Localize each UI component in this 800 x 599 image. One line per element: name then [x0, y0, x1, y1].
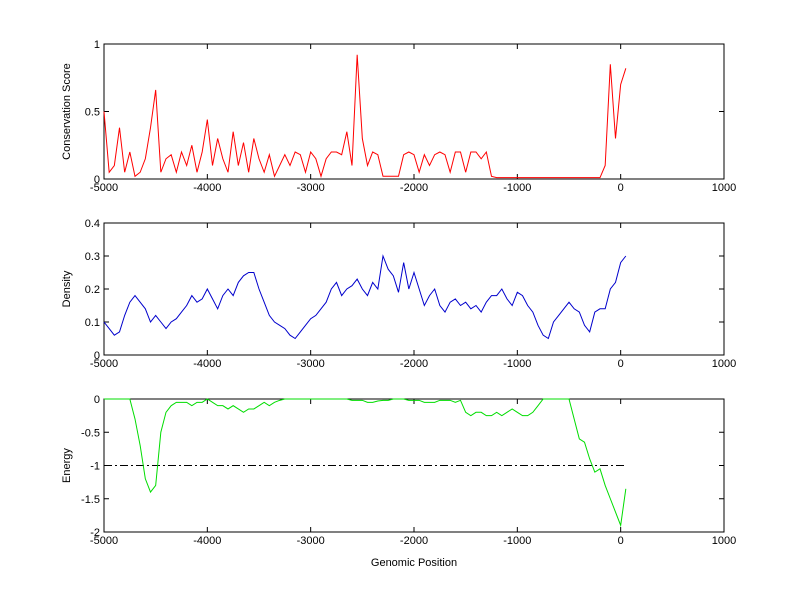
data-line: [103, 54, 627, 179]
x-tick-label: -5000: [90, 535, 118, 547]
y-axis-label: Conservation Score: [61, 63, 73, 160]
y-axis-label: Density: [61, 270, 73, 307]
x-tick-label: -1000: [503, 182, 531, 194]
y-tick-label: 0.4: [85, 218, 100, 230]
x-tick-label: 1000: [712, 535, 736, 547]
x-tick-label: 1000: [712, 182, 736, 194]
axes-box: [103, 43, 725, 180]
x-tick-label: 1000: [712, 358, 736, 370]
x-tick-label: -2000: [400, 182, 428, 194]
y-tick-label: -1.5: [81, 494, 100, 506]
data-line: [104, 398, 627, 528]
x-tick-label: -5000: [90, 358, 118, 370]
x-tick-label: -2000: [400, 535, 428, 547]
x-axis-label: Genomic Position: [371, 557, 457, 569]
x-tick-label: -3000: [297, 182, 325, 194]
x-tick-label: -2000: [400, 358, 428, 370]
x-tick-label: -4000: [193, 182, 221, 194]
y-tick-label: 0.5: [85, 107, 100, 119]
y-tick-label: 0: [94, 350, 100, 362]
x-tick-label: -3000: [297, 535, 325, 547]
x-tick-label: -1000: [503, 535, 531, 547]
x-tick-label: -4000: [193, 358, 221, 370]
y-tick-label: 0.3: [85, 251, 100, 263]
y-tick-label: 0: [94, 174, 100, 186]
x-tick-label: -5000: [90, 182, 118, 194]
y-tick-label: -2: [90, 527, 100, 539]
axes-box: [103, 222, 725, 356]
y-tick-label: 1: [94, 39, 100, 51]
y-axis-label: Energy: [61, 448, 73, 483]
y-tick-label: 0.1: [85, 317, 100, 329]
x-tick-label: -4000: [193, 535, 221, 547]
y-tick-label: -1: [90, 461, 100, 473]
y-tick-label: 0: [94, 394, 100, 406]
x-tick-label: 0: [618, 182, 624, 194]
y-tick-label: -0.5: [81, 427, 100, 439]
y-tick-label: 0.2: [85, 284, 100, 296]
x-tick-label: -3000: [297, 358, 325, 370]
data-line: [103, 254, 627, 340]
x-tick-label: 0: [618, 535, 624, 547]
x-tick-label: -1000: [503, 358, 531, 370]
x-tick-label: 0: [618, 358, 624, 370]
